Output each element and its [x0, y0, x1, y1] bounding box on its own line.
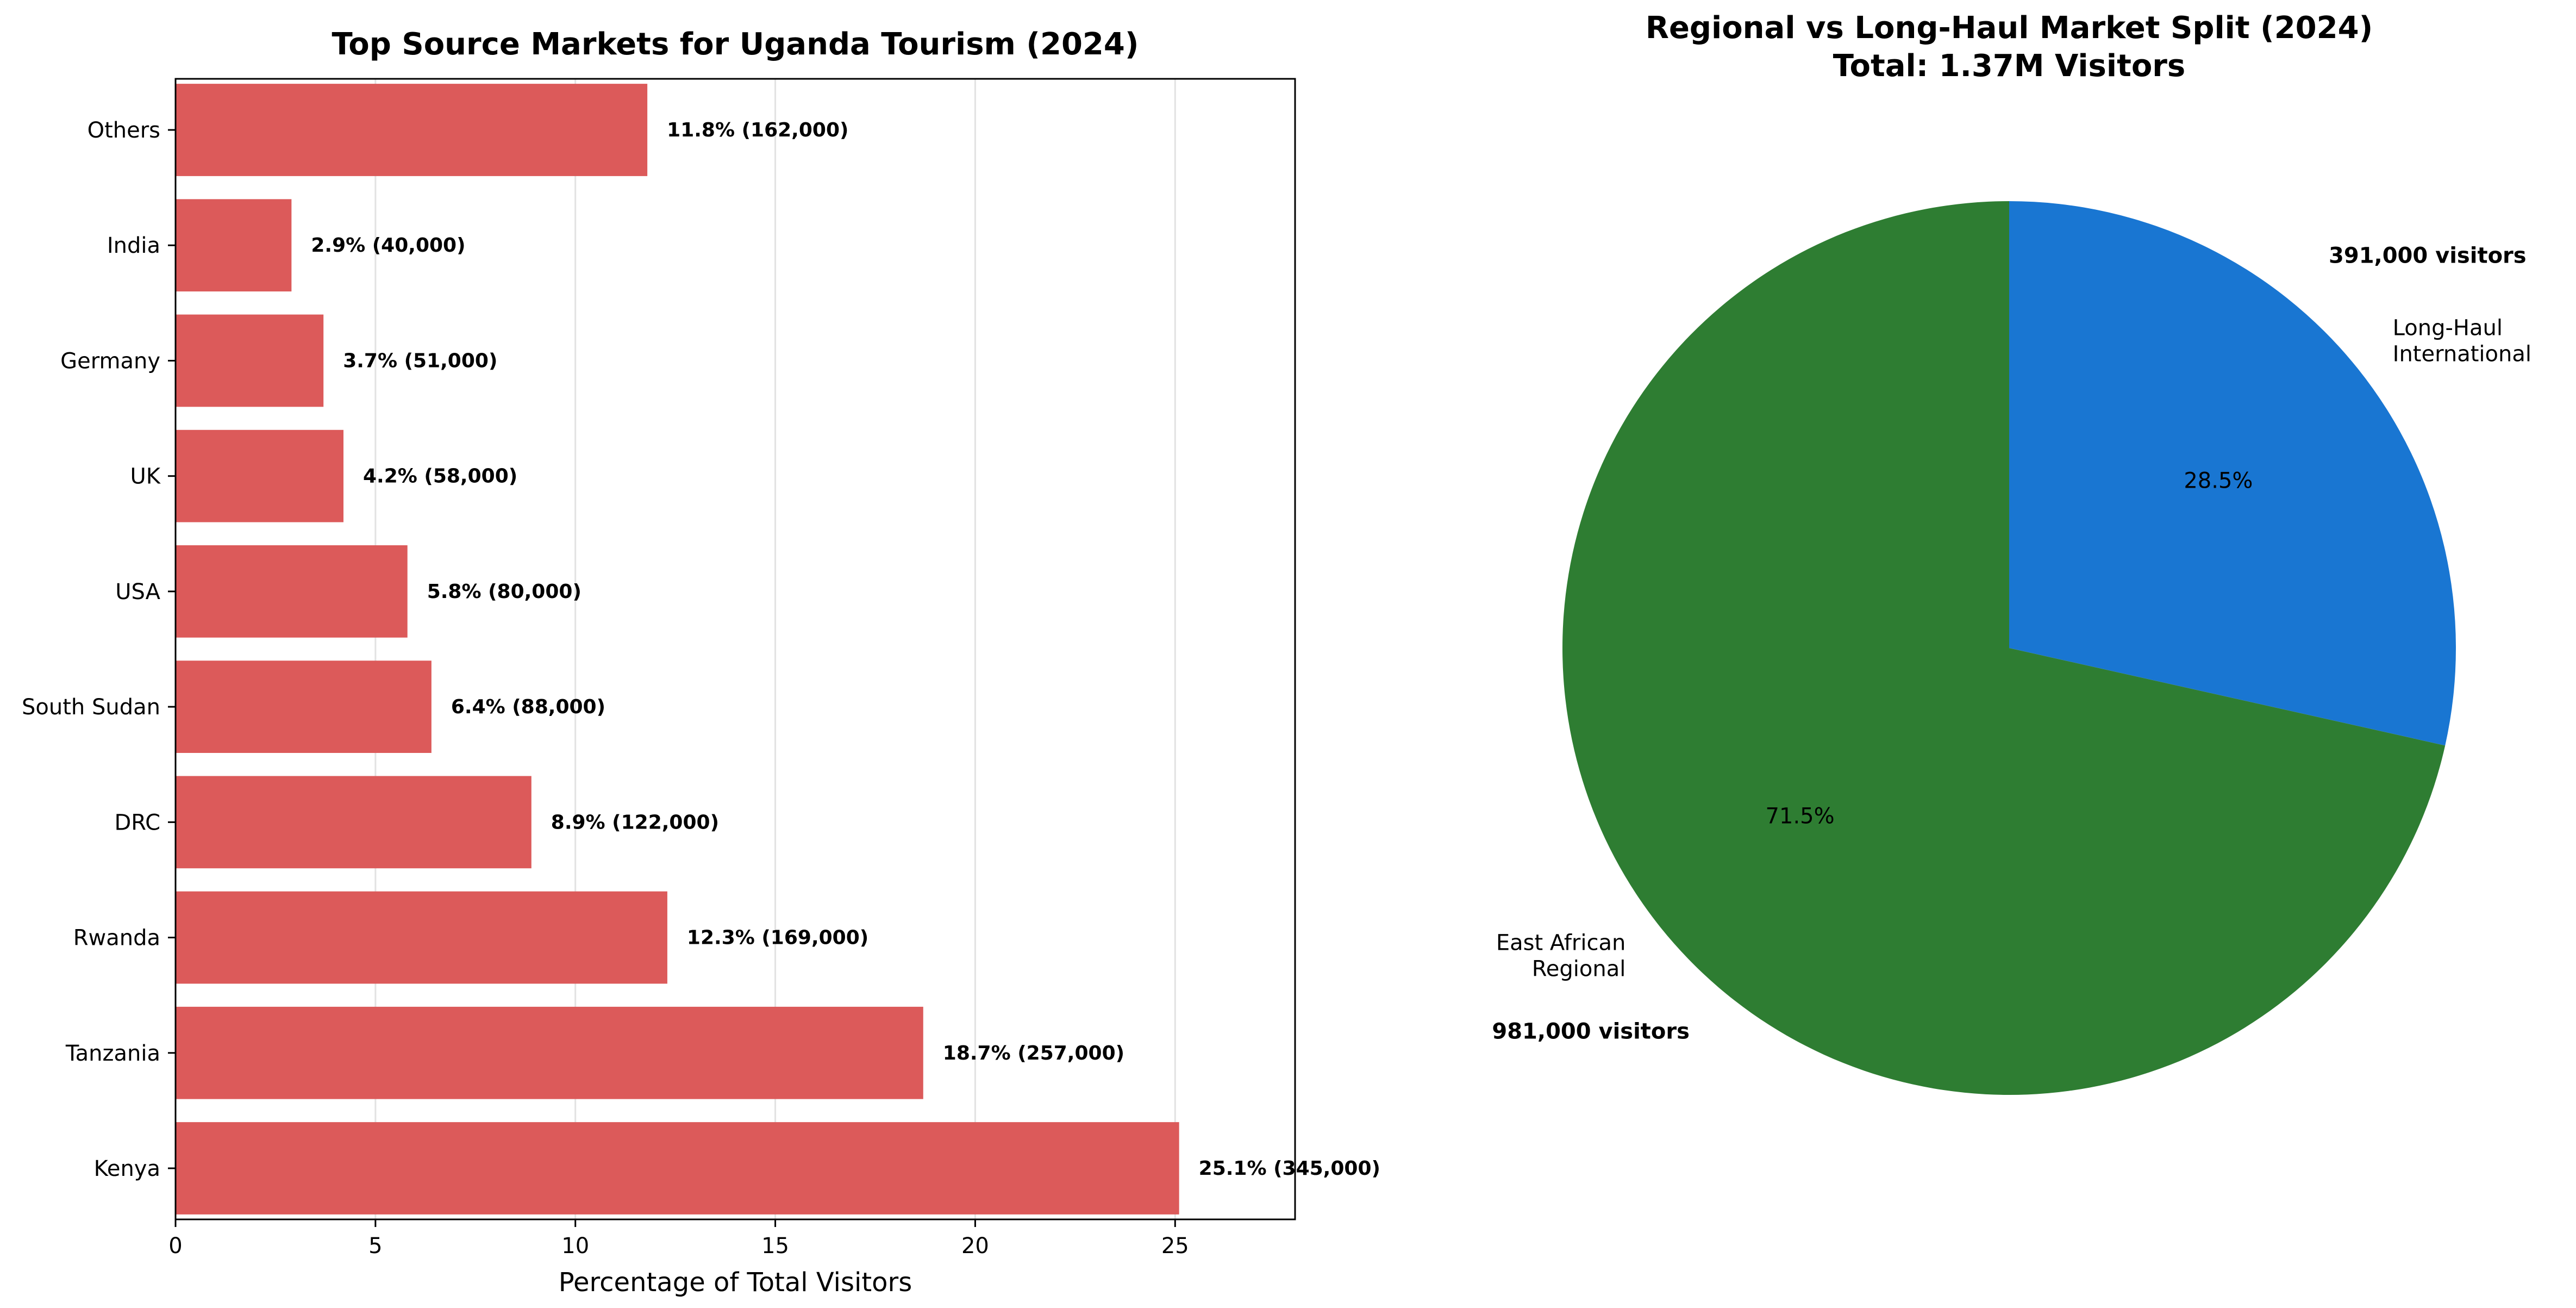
bar — [176, 199, 292, 292]
y-tick-label: India — [107, 233, 160, 258]
bar-chart-title: Top Source Markets for Uganda Tourism (2… — [332, 27, 1139, 62]
pie-chart-slices — [1562, 201, 2456, 1095]
pie-slice — [2009, 201, 2456, 746]
y-tick-label: UK — [130, 464, 161, 489]
bar — [176, 314, 324, 407]
pie-chart-subtitle: Total: 1.37M Visitors — [1833, 48, 2186, 84]
bar-chart-plot-frame — [174, 78, 1296, 1220]
pie-slice-label: Long-Haul International — [2393, 316, 2531, 367]
bar-chart-bars — [176, 84, 1179, 1214]
bar-data-label: 12.3% (169,000) — [687, 927, 868, 949]
bar-data-label: 18.7% (257,000) — [943, 1042, 1124, 1064]
bar-data-label: 5.8% (80,000) — [427, 581, 582, 603]
bar-chart-y-tick-labels: Kenya Tanzania Rwanda DRC South Sudan USA UK Ge… — [22, 118, 176, 1181]
pie-chart-labels: 28.5% Long-Haul International 391,000 visit… — [1492, 243, 2531, 1044]
bar-chart-x-axis-label: Percentage of Total Visitors — [559, 1267, 912, 1298]
y-tick-label: USA — [115, 580, 160, 605]
bar — [176, 84, 648, 176]
bar-chart: Top Source Markets for Uganda Tourism (2… — [22, 27, 1380, 1298]
bar-data-label: 3.7% (51,000) — [343, 350, 497, 372]
y-tick-label: DRC — [114, 810, 160, 835]
x-tick-label: 0 — [168, 1234, 182, 1259]
bar-data-label: 4.2% (58,000) — [363, 465, 517, 488]
pie-slice-label: East African Regional — [1496, 930, 1625, 981]
x-tick-label: 25 — [1161, 1234, 1189, 1259]
pie-slice-count: 391,000 visitors — [2329, 243, 2527, 268]
pie-slice-count: 981,000 visitors — [1492, 1019, 1690, 1044]
bar-chart-data-labels: 25.1% (345,000) 18.7% (257,000) 12.3% (169… — [311, 119, 1380, 1180]
y-tick-label: Tanzania — [65, 1041, 160, 1066]
pie-slice-percentage: 28.5% — [2184, 469, 2253, 494]
y-tick-label: Rwanda — [73, 926, 160, 951]
y-tick-label: Others — [87, 118, 160, 143]
y-tick-label: South Sudan — [22, 695, 160, 720]
x-tick-label: 20 — [961, 1234, 989, 1259]
bar-data-label: 11.8% (162,000) — [667, 119, 848, 141]
bar — [176, 1006, 923, 1099]
bar — [176, 891, 667, 984]
bar-data-label: 6.4% (88,000) — [451, 696, 605, 718]
bar — [176, 1122, 1179, 1214]
pie-chart: Regional vs Long-Haul Market Split (2024… — [1492, 10, 2531, 1095]
x-tick-label: 10 — [561, 1234, 589, 1259]
bar-data-label: 25.1% (345,000) — [1199, 1157, 1380, 1180]
bar-data-label: 8.9% (122,000) — [551, 811, 719, 833]
x-tick-label: 5 — [368, 1234, 382, 1259]
pie-chart-title: Regional vs Long-Haul Market Split (2024… — [1646, 10, 2373, 46]
bar — [176, 545, 408, 638]
bar — [176, 429, 343, 522]
bar-chart-x-tick-labels: 0 5 10 15 20 25 — [168, 1219, 1189, 1259]
pie-slice-percentage: 71.5% — [1766, 804, 1835, 829]
bar — [176, 776, 532, 869]
bar — [176, 661, 432, 753]
y-tick-label: Kenya — [94, 1156, 160, 1181]
x-tick-label: 15 — [761, 1234, 789, 1259]
bar-data-label: 2.9% (40,000) — [311, 234, 465, 257]
y-tick-label: Germany — [60, 348, 160, 373]
pie-slice — [1562, 201, 2446, 1095]
